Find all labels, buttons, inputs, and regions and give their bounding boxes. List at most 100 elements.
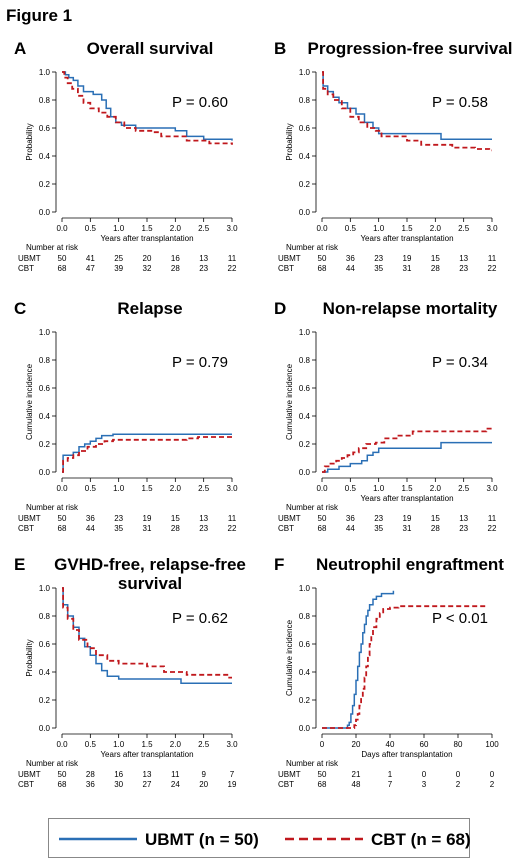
panel-letter: E	[14, 555, 25, 574]
risk-value: 31	[403, 524, 412, 533]
risk-value: 23	[459, 264, 468, 273]
risk-value: 0	[456, 770, 461, 779]
risk-value: 13	[459, 254, 468, 263]
x-tick-label: 0	[320, 740, 325, 749]
risk-value: 11	[228, 254, 237, 263]
risk-value: 13	[143, 770, 152, 779]
legend-svg: UBMT (n = 50) CBT (n = 68)	[59, 830, 471, 849]
risk-value: 50	[318, 514, 327, 523]
risk-value: 19	[228, 780, 237, 789]
chart-svg: C Relapse 0.0 0.2 0.4 0.6 0.8 1.0 0.0 0.5 1.0 1.5 2.…	[14, 299, 238, 533]
series-line-ubmt	[322, 590, 395, 729]
chart-svg: A Overall survival 0.0 0.2 0.4 0.6 0.8 1.0 0.0 0.…	[14, 39, 238, 273]
risk-value: 47	[86, 264, 95, 273]
panel-letter: B	[274, 39, 286, 58]
x-tick-label: 2.5	[198, 224, 210, 233]
risk-value: 35	[114, 524, 123, 533]
y-tick-label: 0.0	[39, 468, 51, 477]
y-tick-label: 1.0	[299, 68, 311, 77]
risk-value: 16	[114, 770, 123, 779]
x-tick-label: 40	[386, 740, 395, 749]
x-tick-label: 0.0	[56, 484, 68, 493]
risk-value: 36	[86, 780, 95, 789]
x-tick-label: 80	[454, 740, 463, 749]
risk-value: 68	[58, 264, 67, 273]
risk-value: 19	[143, 514, 152, 523]
x-tick-label: 1.5	[141, 740, 153, 749]
y-tick-label: 1.0	[39, 584, 51, 593]
risk-value: 20	[199, 780, 208, 789]
risk-row-label: UBMT	[18, 254, 41, 263]
x-tick-label: 3.0	[486, 224, 498, 233]
risk-value: 13	[199, 254, 208, 263]
risk-value: 28	[171, 264, 180, 273]
x-tick-label: 2.5	[458, 224, 470, 233]
panel-gvhd-free-relapse-free-survival: E GVHD-free, relapse-free survival 0.0 0.2 0.…	[0, 548, 260, 818]
risk-value: 35	[374, 264, 383, 273]
y-tick-label: 0.6	[39, 640, 51, 649]
risk-value: 36	[346, 254, 355, 263]
panel-letter: A	[14, 39, 26, 58]
x-tick-label: 3.0	[226, 740, 238, 749]
x-axis-label: Years after transplantation	[100, 234, 193, 243]
legend-ubmt-label: UBMT (n = 50)	[145, 830, 259, 849]
risk-value: 16	[171, 254, 180, 263]
y-tick-label: 0.2	[299, 440, 311, 449]
chart-title: survival	[118, 574, 182, 593]
risk-row-label: UBMT	[278, 254, 301, 263]
risk-value: 31	[143, 524, 152, 533]
y-tick-label: 0.2	[39, 696, 51, 705]
risk-value: 39	[114, 264, 123, 273]
x-tick-label: 100	[485, 740, 499, 749]
y-tick-label: 0.0	[39, 208, 51, 217]
risk-value: 50	[58, 514, 67, 523]
legend-cbt-label: CBT (n = 68)	[371, 830, 471, 849]
x-tick-label: 3.0	[486, 484, 498, 493]
y-tick-label: 1.0	[299, 328, 311, 337]
x-axis-label: Days after transplantation	[361, 750, 452, 759]
legend: UBMT (n = 50) CBT (n = 68)	[48, 818, 471, 858]
series-line-cbt	[322, 427, 492, 473]
x-tick-label: 0.0	[56, 740, 68, 749]
y-tick-label: 0.4	[39, 668, 51, 677]
x-tick-label: 2.0	[170, 224, 182, 233]
risk-row-label: UBMT	[18, 514, 41, 523]
series-line-cbt	[62, 587, 232, 679]
risk-table-header: Number at risk	[26, 503, 79, 512]
risk-value: 50	[318, 254, 327, 263]
y-tick-label: 0.4	[299, 412, 311, 421]
figure-title: Figure 1	[6, 6, 73, 25]
y-axis-label: Probability	[25, 123, 34, 160]
x-tick-label: 1.0	[113, 740, 125, 749]
chart-title: Relapse	[117, 299, 182, 318]
p-value-annotation: P < 0.01	[432, 610, 488, 627]
x-tick-label: 2.0	[430, 224, 442, 233]
risk-value: 3	[422, 780, 427, 789]
x-tick-label: 3.0	[226, 224, 238, 233]
y-tick-label: 0.4	[39, 412, 51, 421]
x-tick-label: 20	[352, 740, 361, 749]
x-tick-label: 2.5	[198, 740, 210, 749]
p-value-annotation: P = 0.34	[432, 354, 488, 371]
risk-row-label: CBT	[18, 780, 34, 789]
risk-value: 50	[58, 254, 67, 263]
risk-value: 21	[352, 770, 361, 779]
risk-table-header: Number at risk	[286, 503, 339, 512]
risk-value: 20	[143, 254, 152, 263]
y-tick-label: 0.8	[299, 356, 311, 365]
risk-value: 28	[171, 524, 180, 533]
y-tick-label: 0.2	[299, 180, 311, 189]
risk-value: 23	[374, 254, 383, 263]
chart-svg: D Non-relapse mortality 0.0 0.2 0.4 0.6 0.8 1.0…	[274, 299, 498, 533]
risk-row-label: CBT	[278, 780, 294, 789]
y-tick-label: 0.6	[299, 640, 311, 649]
y-axis-label: Probability	[25, 639, 34, 676]
risk-value: 15	[431, 514, 440, 523]
risk-table-header: Number at risk	[26, 243, 79, 252]
x-tick-label: 0.0	[316, 484, 328, 493]
risk-value: 48	[352, 780, 361, 789]
y-axis-label: Cumulative incidence	[285, 619, 294, 696]
risk-value: 15	[431, 254, 440, 263]
y-tick-label: 0.4	[299, 152, 311, 161]
